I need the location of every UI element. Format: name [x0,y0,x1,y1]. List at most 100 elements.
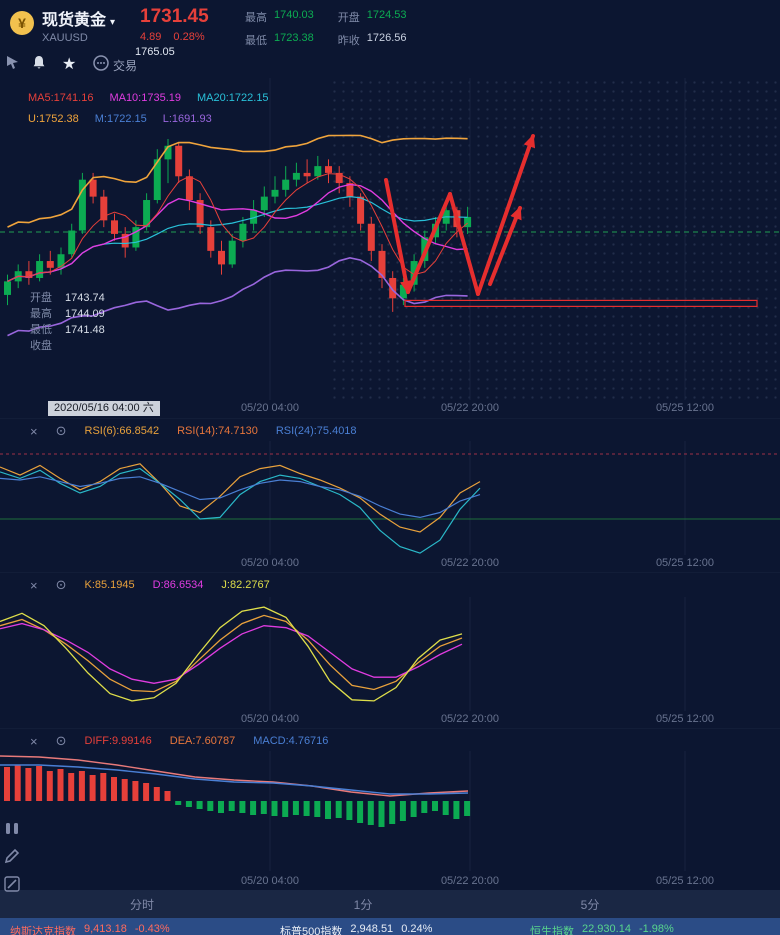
trade-button[interactable]: 交易 [113,59,138,73]
drawing-tools [2,818,24,894]
kdj-chart[interactable] [0,597,780,711]
ohlc-open-value: 1743.74 [65,292,105,304]
time-label: 05/22 20:00 [440,713,500,725]
macd-time-axis: 05/20 04:00 05/22 20:00 05/25 12:00 [0,873,780,891]
settings-icon[interactable]: ⊙ [55,577,67,592]
cursor-tool-icon[interactable] [5,54,23,72]
stat-prev-close: 昨收 1726.56 [338,32,407,48]
price-change: 4.89 [140,31,162,43]
candlestick-chart[interactable] [0,78,780,400]
ohlc-tooltip: 开盘 1743.74 最高 1744.09 最低 1741.48 收盘 [30,290,105,354]
price-box: 1731.45 4.89 0.28% [140,6,209,43]
tab-timeshare[interactable]: 分时 [129,898,154,912]
ticker-value: 22,930.14 [582,923,631,935]
d-label: D:86.6534 [152,579,204,591]
crosshair-date-label: 2020/05/16 04:00 六 [48,401,160,416]
daily-stats: 最高 1740.03 开盘 1724.53 最低 1723.38 昨收 1726.56 [245,9,407,48]
stat-prev-close-value: 1726.56 [366,32,407,44]
ticker-value: 9,413.18 [84,923,127,935]
ticker-change: 0.24% [401,923,433,935]
ohlc-high-label: 最高 [30,308,52,320]
stat-low-value: 1723.38 [274,32,314,44]
last-price: 1731.45 [140,6,209,27]
stat-prev-close-label: 昨收 [337,35,360,47]
coin-glyph: ¥ [18,15,26,31]
time-label: 05/22 20:00 [440,875,500,887]
ma10-label: MA10:1735.19 [109,92,181,104]
ohlc-open-label: 开盘 [30,292,52,304]
timeframe-tab-bar: 分时 1分 5分 [0,890,780,918]
time-label: 05/25 12:00 [655,402,715,414]
ticker-item: 恒生指数 22,930.14 -1.98% [530,923,674,935]
toolbar-toggle-icon[interactable] [2,818,22,838]
instrument-code: XAUUSD [42,32,88,44]
tab-1min[interactable]: 1分 [353,898,373,912]
close-icon[interactable]: × [30,423,38,439]
ma-legend: MA5:1741.16 MA10:1735.19 MA20:1722.15 [28,92,269,104]
price-change-percent: 0.28% [173,31,205,43]
time-label: 05/25 12:00 [655,713,715,725]
main-time-axis: 2020/05/16 04:00 六 05/20 04:00 05/22 20:… [0,400,780,418]
ticker-name: 标普500指数 [280,926,343,935]
stat-high-label: 最高 [245,12,267,24]
time-label: 05/22 20:00 [440,557,500,569]
settings-icon[interactable]: ⊙ [55,423,67,438]
gold-coin-icon: ¥ [10,11,34,35]
instrument-name[interactable]: 现货黄金 [42,12,107,29]
instrument-title[interactable]: 现货黄金 ▾ XAUUSD [42,6,115,44]
boll-middle-label: M:1722.15 [94,113,147,125]
rsi24-label: RSI(24):75.4018 [275,425,357,437]
ma20-label: MA20:1722.15 [197,92,269,104]
stat-high-value: 1740.03 [274,9,314,21]
ohlc-high-value: 1744.09 [65,308,105,320]
stat-open-value: 1724.53 [366,9,407,21]
time-label: 05/20 04:00 [240,402,300,414]
j-label: J:82.2767 [221,579,270,591]
rsi-time-axis: 05/20 04:00 05/22 20:00 05/25 12:00 [0,555,780,573]
rsi6-label: RSI(6):66.8542 [84,425,160,437]
diff-label: DIFF:9.99146 [84,735,152,747]
boll-upper-label: U:1752.38 [28,113,79,125]
time-label: 05/20 04:00 [240,875,300,887]
time-label: 05/20 04:00 [240,713,300,725]
time-label: 05/20 04:00 [240,557,300,569]
price-level-tag: 1765.05 [135,46,175,58]
stat-low: 最低 1723.38 [245,32,314,48]
ma5-label: MA5:1741.16 [28,92,94,104]
boll-lower-label: L:1691.93 [162,113,212,125]
ticker-change: -1.98% [638,923,674,935]
stat-low-label: 最低 [245,35,267,47]
index-ticker[interactable]: 纳斯达克指数 9,413.18 -0.43% 标普500指数 2,948.51 … [0,918,780,935]
rsi-chart[interactable] [0,441,780,555]
boll-legend: U:1752.38 M:1722.15 L:1691.93 [28,113,212,125]
rsi-panel: × ⊙ RSI(6):66.8542 RSI(14):74.7130 RSI(2… [0,418,780,573]
dea-label: DEA:7.60787 [169,735,236,747]
stat-high: 最高 1740.03 [245,9,314,25]
tab-5min[interactable]: 5分 [580,898,600,912]
ticker-item: 纳斯达克指数 9,413.18 -0.43% [10,923,170,935]
close-icon[interactable]: × [30,577,38,593]
rsi14-label: RSI(14):74.7130 [177,425,258,437]
macd-label: MACD:4.76716 [253,735,329,747]
stat-open: 开盘 1724.53 [338,9,407,25]
close-icon[interactable]: × [30,733,38,749]
favorite-star-icon[interactable]: ★ [62,56,77,73]
pencil-icon[interactable] [2,846,22,866]
time-label: 05/25 12:00 [655,557,715,569]
trade-icon[interactable] [92,54,110,72]
ticker-name: 纳斯达克指数 [10,926,76,935]
ohlc-close-label: 收盘 [30,340,52,352]
stat-open-label: 开盘 [337,12,360,24]
kdj-time-axis: 05/20 04:00 05/22 20:00 05/25 12:00 [0,711,780,729]
settings-icon[interactable]: ⊙ [55,733,67,748]
macd-chart[interactable] [0,751,780,871]
edit-note-icon[interactable] [2,874,22,894]
ohlc-low-label: 最低 [30,324,52,336]
chart-toolbar: ★ 交易 1765.05 [0,46,780,78]
ohlc-low-value: 1741.48 [65,324,105,336]
bell-icon[interactable] [30,54,48,72]
dropdown-caret-icon[interactable]: ▾ [110,17,116,28]
time-label: 05/22 20:00 [440,402,500,414]
ticker-name: 恒生指数 [530,926,574,935]
